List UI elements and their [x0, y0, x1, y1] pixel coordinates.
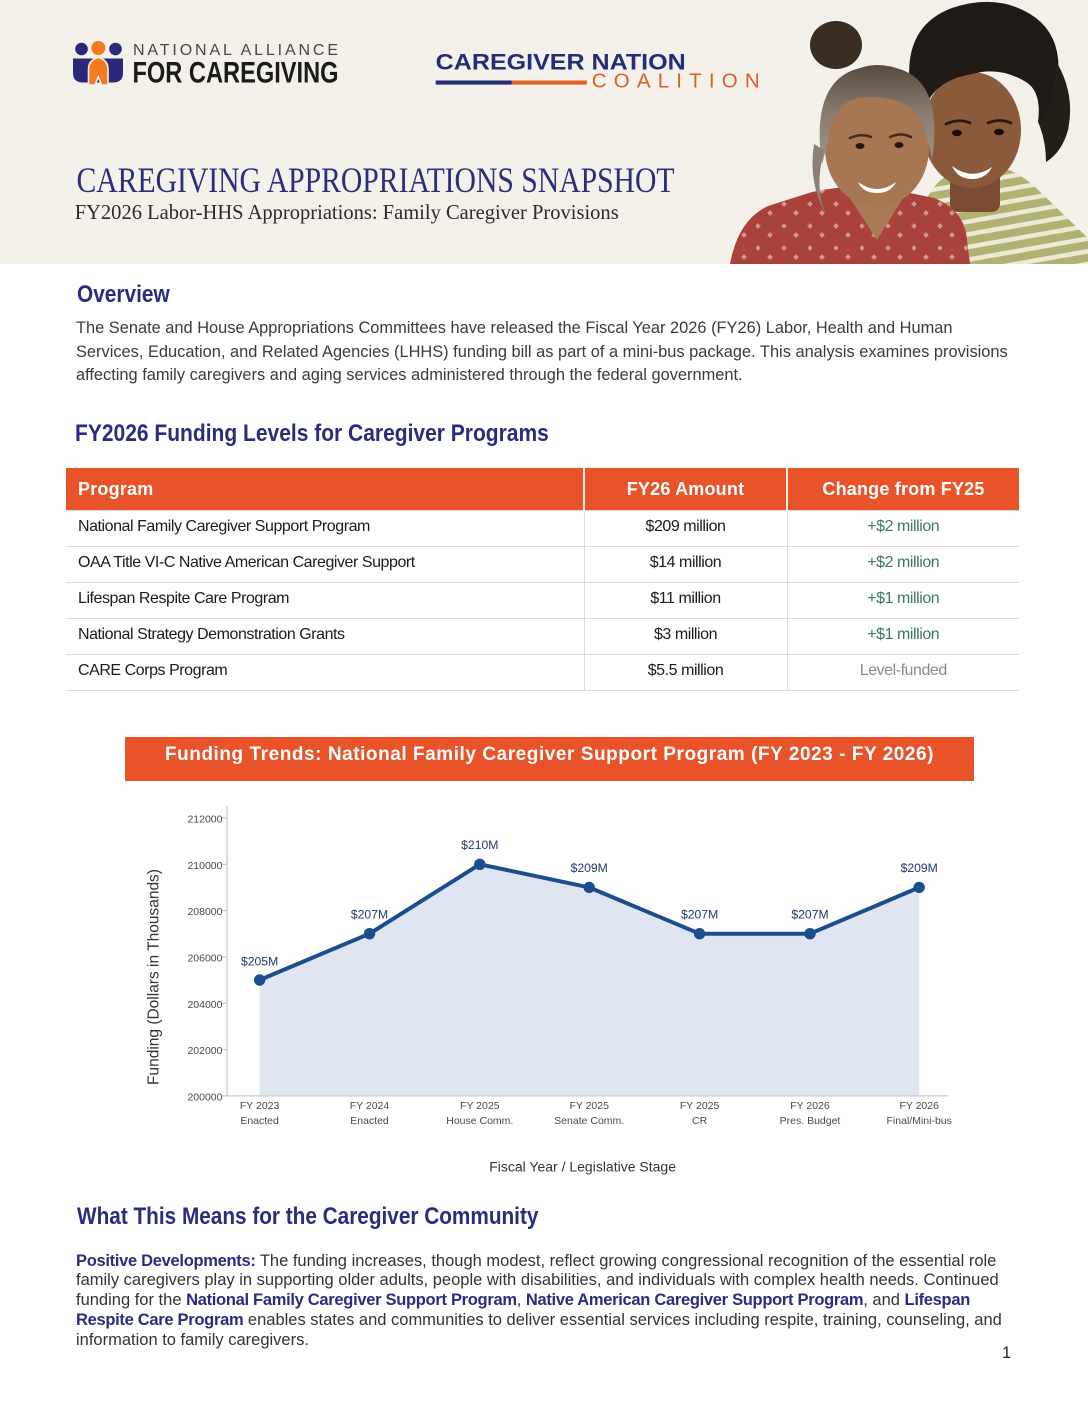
- svg-text:Final/Mini-bus: Final/Mini-bus: [887, 1115, 952, 1127]
- svg-text:FY 2025: FY 2025: [460, 1100, 500, 1112]
- svg-text:$207M: $207M: [791, 908, 828, 922]
- svg-text:$209M: $209M: [571, 861, 608, 875]
- svg-text:FOR CAREGIVING: FOR CAREGIVING: [133, 56, 339, 89]
- svg-text:FY2026 Labor-HHS Appropriation: FY2026 Labor-HHS Appropriations: Family …: [75, 200, 619, 224]
- svg-text:$207M: $207M: [681, 908, 718, 922]
- svg-text:FY 2026: FY 2026: [790, 1100, 830, 1112]
- svg-text:$207M: $207M: [351, 908, 388, 922]
- svg-text:Funding (Dollars in Thousands): Funding (Dollars in Thousands): [146, 869, 163, 1085]
- svg-text:204000: 204000: [187, 999, 222, 1011]
- svg-text:202000: 202000: [187, 1045, 222, 1057]
- svg-text:206000: 206000: [187, 952, 222, 964]
- svg-text:House Comm.: House Comm.: [446, 1115, 513, 1127]
- svg-text:210000: 210000: [187, 860, 222, 872]
- svg-text:FY 2025: FY 2025: [569, 1100, 609, 1112]
- svg-text:Fiscal Year / Legislative Stag: Fiscal Year / Legislative Stage: [489, 1159, 676, 1175]
- svg-text:CR: CR: [692, 1115, 708, 1127]
- svg-text:CAREGIVING APPROPRIATIONS SNAP: CAREGIVING APPROPRIATIONS SNAPSHOT: [77, 160, 675, 200]
- svg-text:200000: 200000: [187, 1091, 222, 1103]
- svg-text:COALITION: COALITION: [592, 70, 760, 93]
- svg-text:NATIONAL ALLIANCE: NATIONAL ALLIANCE: [133, 42, 338, 59]
- svg-text:Pres. Budget: Pres. Budget: [780, 1115, 841, 1127]
- svg-text:CAREGIVER NATION: CAREGIVER NATION: [436, 49, 686, 74]
- svg-text:$209M: $209M: [901, 861, 938, 875]
- svg-text:FY 2026: FY 2026: [899, 1100, 939, 1112]
- svg-text:$210M: $210M: [461, 838, 498, 852]
- svg-text:$205M: $205M: [241, 955, 278, 969]
- svg-text:212000: 212000: [187, 813, 222, 825]
- svg-text:FY 2024: FY 2024: [350, 1100, 390, 1112]
- svg-text:Senate Comm.: Senate Comm.: [554, 1115, 624, 1127]
- svg-text:Enacted: Enacted: [350, 1115, 389, 1127]
- svg-text:FY 2023: FY 2023: [240, 1100, 280, 1112]
- svg-text:Enacted: Enacted: [240, 1115, 279, 1127]
- svg-text:208000: 208000: [187, 906, 222, 918]
- svg-text:FY 2025: FY 2025: [680, 1100, 720, 1112]
